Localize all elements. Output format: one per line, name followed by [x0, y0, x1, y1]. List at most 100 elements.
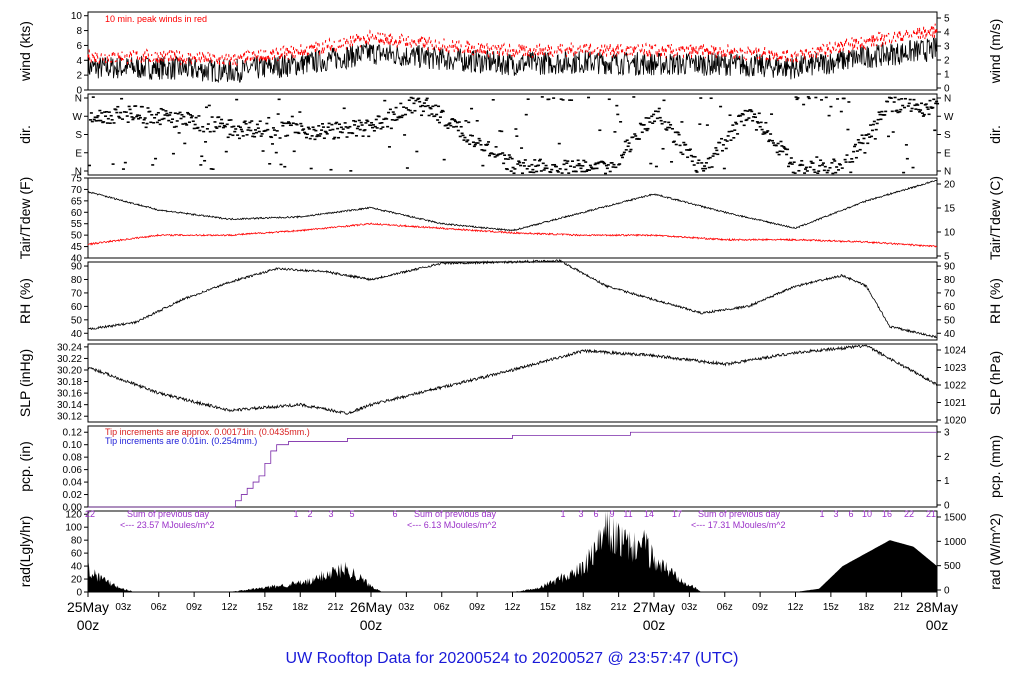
dir-point — [241, 135, 245, 137]
dir-point — [714, 147, 718, 149]
dir-point — [261, 150, 265, 152]
dir-point — [171, 118, 175, 120]
dir-point — [283, 165, 287, 168]
dir-point — [818, 164, 822, 167]
dir-point — [550, 168, 554, 171]
dir-point — [96, 115, 100, 117]
dir-point — [746, 110, 750, 112]
x-tick-label: 09z — [469, 602, 485, 613]
dir-point — [596, 162, 600, 165]
dir-point — [214, 126, 218, 128]
dir-point — [518, 161, 522, 164]
dir-point — [779, 140, 783, 143]
dir-point — [524, 113, 528, 116]
dir-point — [807, 97, 811, 100]
dir-point — [128, 108, 132, 111]
series-line — [87, 222, 938, 248]
dir-point — [572, 166, 576, 168]
y-tick-label-right: 20 — [944, 180, 956, 191]
dir-point — [205, 128, 209, 130]
dir-point — [116, 105, 120, 108]
dir-point — [478, 139, 482, 142]
dir-point — [104, 110, 108, 113]
y-tick-label-right: 5 — [944, 252, 950, 263]
y-tick-label-right: 90 — [944, 262, 956, 273]
dir-point — [158, 123, 162, 126]
dir-point — [271, 143, 275, 145]
dir-point — [243, 120, 247, 123]
dir-point — [442, 158, 446, 161]
dir-point — [780, 145, 784, 147]
y-tick-label: 4 — [76, 56, 82, 67]
x-tick-label: 03z — [681, 602, 697, 613]
dir-point — [667, 121, 671, 124]
dir-point — [254, 129, 258, 131]
dir-point — [338, 131, 342, 133]
dir-point — [544, 164, 548, 167]
dir-point — [172, 126, 176, 128]
dir-point — [764, 121, 768, 124]
dir-point — [409, 96, 413, 99]
dir-point — [132, 117, 136, 119]
dir-point — [182, 115, 186, 118]
dir-point — [185, 124, 189, 126]
dir-point — [918, 111, 922, 113]
dir-point — [348, 125, 352, 128]
dir-point — [628, 150, 632, 153]
dir-point — [803, 172, 807, 174]
y-tick-label-right: 1023 — [944, 363, 967, 374]
dir-point — [569, 165, 573, 168]
dir-point — [504, 158, 508, 160]
dir-point — [383, 99, 387, 102]
dir-point — [199, 164, 203, 166]
dir-point — [803, 168, 807, 170]
y-tick-label-right: E — [944, 148, 951, 159]
dir-point — [115, 111, 119, 114]
x-tick-label: 12z — [504, 602, 520, 613]
dir-point — [492, 153, 496, 156]
dir-point — [638, 122, 642, 125]
y-axis-label-right: RH (%) — [987, 278, 1003, 324]
dir-point — [353, 124, 357, 126]
dir-point — [287, 122, 291, 124]
y-tick-label-right: 1021 — [944, 398, 967, 409]
dir-point — [254, 131, 258, 134]
hour-mark: 14 — [644, 509, 654, 519]
dir-point — [854, 156, 858, 159]
dir-point — [679, 151, 683, 154]
hour-mark: 6 — [593, 509, 598, 519]
dir-point — [700, 162, 704, 164]
dir-point — [231, 134, 235, 137]
dir-point — [692, 164, 696, 166]
y-tick-label: 50 — [71, 315, 83, 326]
dir-point — [407, 99, 411, 102]
dir-point — [766, 130, 770, 132]
y-tick-label: 0.00 — [63, 503, 83, 514]
dir-point — [786, 148, 790, 151]
dir-point — [388, 108, 392, 111]
dir-point — [588, 164, 592, 167]
dir-point — [731, 124, 735, 126]
dir-point — [137, 114, 141, 117]
dir-point — [632, 96, 636, 98]
y-tick-label-right: 70 — [944, 288, 956, 299]
dir-point — [237, 125, 241, 128]
dir-point — [670, 161, 674, 163]
dir-point — [785, 153, 789, 156]
dir-point — [473, 143, 477, 146]
dir-point — [583, 170, 587, 173]
dir-point — [669, 123, 673, 126]
y-tick-label-right: N — [944, 167, 951, 178]
dir-point — [375, 127, 379, 129]
dir-point — [206, 123, 210, 125]
dir-point — [367, 135, 371, 138]
dir-point — [152, 121, 156, 124]
dir-point — [300, 125, 304, 127]
dir-point — [500, 130, 504, 133]
dir-point — [787, 162, 791, 165]
dir-point — [625, 139, 629, 142]
dir-point — [685, 149, 689, 151]
hour-mark: 1 — [819, 509, 824, 519]
dir-point — [485, 144, 489, 146]
dir-point — [310, 135, 314, 137]
